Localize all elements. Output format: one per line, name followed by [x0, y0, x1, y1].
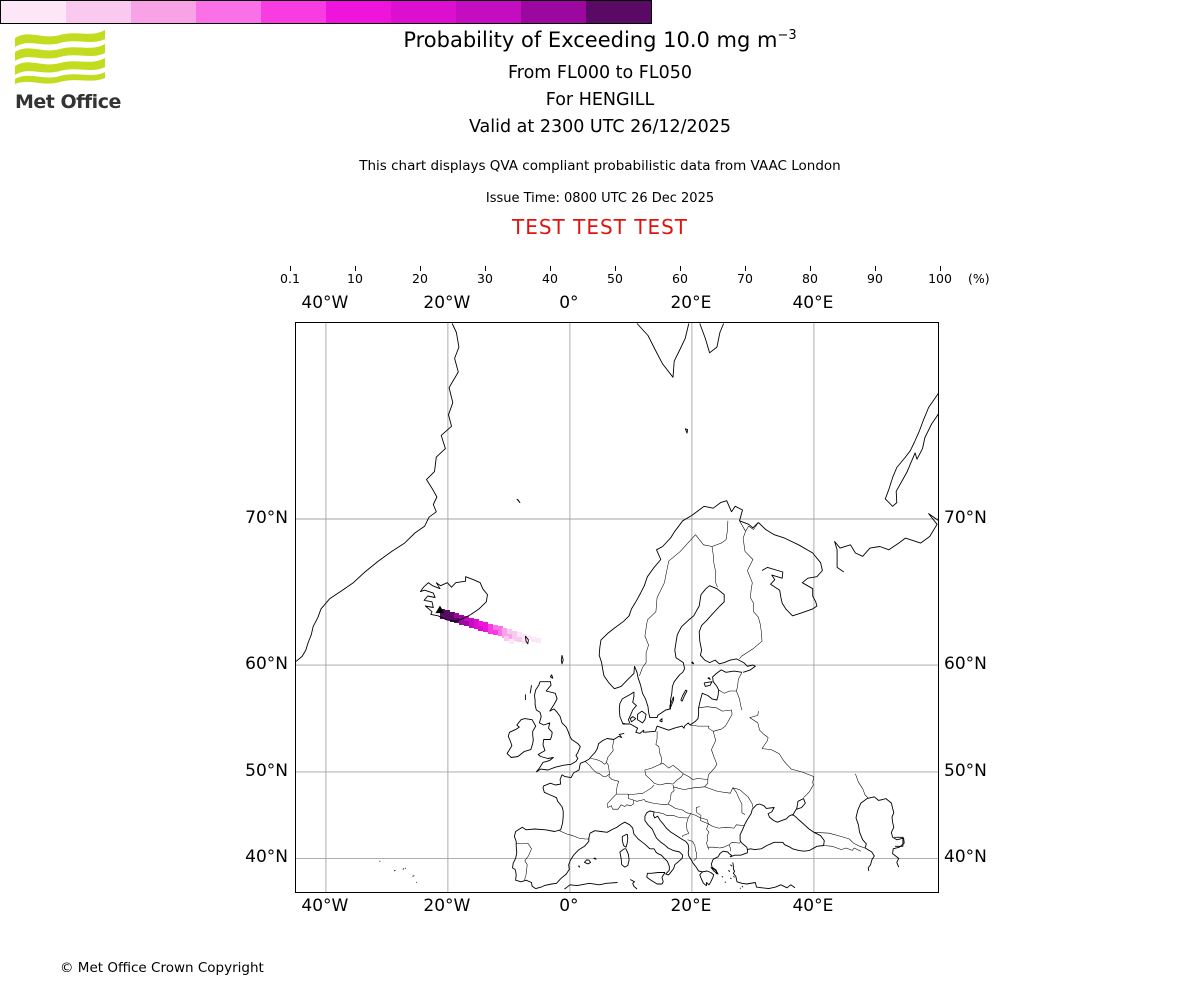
colorbar — [0, 0, 652, 24]
lon-label-bottom: 40°W — [301, 896, 349, 916]
lon-label-top: 20°E — [670, 293, 712, 313]
met-office-logo-text: Met Office — [15, 91, 121, 113]
met-office-logo: Met Office — [15, 26, 135, 113]
lat-label-left: 50°N — [245, 760, 288, 781]
qva-compliance-note: This chart displays QVA compliant probab… — [359, 158, 841, 174]
colorbar-tick — [290, 266, 291, 271]
coastlines — [296, 323, 938, 890]
graticule — [296, 323, 938, 892]
colorbar-tick — [745, 266, 746, 271]
lon-label-bottom: 40°E — [792, 896, 834, 916]
colorbar-tick-label: 40 — [542, 271, 558, 286]
colorbar-tick-label: 50 — [607, 271, 623, 286]
met-office-logo-waves — [15, 30, 105, 84]
ash-plume-cells — [440, 609, 541, 644]
colorbar-segment-6 — [391, 1, 456, 23]
colorbar-tick — [810, 266, 811, 271]
colorbar-tick-label: 60 — [672, 271, 688, 286]
lat-label-right: 70°N — [944, 508, 987, 528]
colorbar-tick-label: 10 — [347, 271, 363, 286]
colorbar-segment-0 — [1, 1, 66, 23]
colorbar-segment-9 — [586, 1, 651, 23]
colorbar-tick-label: 70 — [737, 271, 753, 286]
lat-label-left: 40°N — [245, 847, 288, 868]
colorbar-tick — [550, 266, 551, 271]
lon-label-bottom: 20°E — [670, 896, 712, 916]
subtitle-flight-levels: From FL000 to FL050 — [507, 63, 693, 83]
colorbar-segment-8 — [521, 1, 586, 23]
country-borders — [516, 520, 869, 881]
colorbar-tick-label: 20 — [412, 271, 428, 286]
colorbar-tick — [615, 266, 616, 271]
colorbar-segment-1 — [66, 1, 131, 23]
map-canvas — [295, 322, 939, 893]
issue-time: Issue Time: 0800 UTC 26 Dec 2025 — [485, 191, 715, 206]
lat-label-left: 60°N — [245, 654, 288, 675]
copyright-notice: © Met Office Crown Copyright — [60, 960, 264, 976]
colorbar-tick — [940, 266, 941, 271]
lat-label-left: 70°N — [245, 508, 288, 528]
lon-label-top: 20°W — [423, 293, 471, 313]
colorbar-tick — [680, 266, 681, 271]
colorbar-tick-label: 100 — [928, 271, 952, 286]
colorbar-segment-4 — [261, 1, 326, 23]
colorbar-segment-5 — [326, 1, 391, 23]
colorbar-tick-label: 90 — [867, 271, 883, 286]
colorbar-unit-label: (%) — [968, 271, 990, 286]
colorbar-tick-label: 30 — [477, 271, 493, 286]
chart-title-text: Probability of Exceeding 10.0 mg m — [403, 28, 778, 52]
colorbar-tick-label: 80 — [802, 271, 818, 286]
colorbar-segment-7 — [456, 1, 521, 23]
lat-label-right: 40°N — [944, 847, 987, 868]
volcano-marker — [435, 605, 445, 614]
lon-label-top: 40°E — [792, 293, 834, 313]
colorbar-segment-2 — [131, 1, 196, 23]
test-banner: TEST TEST TEST — [511, 215, 688, 239]
colorbar-tick-label: 0.1 — [280, 271, 300, 286]
colorbar-tick — [420, 266, 421, 271]
colorbar-tick — [875, 266, 876, 271]
chart-title-exponent: −3 — [777, 28, 797, 43]
colorbar-tick — [485, 266, 486, 271]
chart-title: Probability of Exceeding 10.0 mg m−3 — [0, 28, 1200, 52]
subtitle-volcano: For HENGILL — [545, 90, 655, 110]
lat-label-right: 60°N — [944, 654, 987, 675]
lon-label-bottom: 0° — [559, 896, 579, 916]
lon-label-bottom: 20°W — [423, 896, 471, 916]
colorbar-segment-3 — [196, 1, 261, 23]
colorbar-tick — [355, 266, 356, 271]
lon-label-top: 0° — [559, 293, 579, 313]
lon-label-top: 40°W — [301, 293, 349, 313]
subtitle-valid-time: Valid at 2300 UTC 26/12/2025 — [468, 117, 732, 137]
lat-label-right: 50°N — [944, 760, 987, 781]
